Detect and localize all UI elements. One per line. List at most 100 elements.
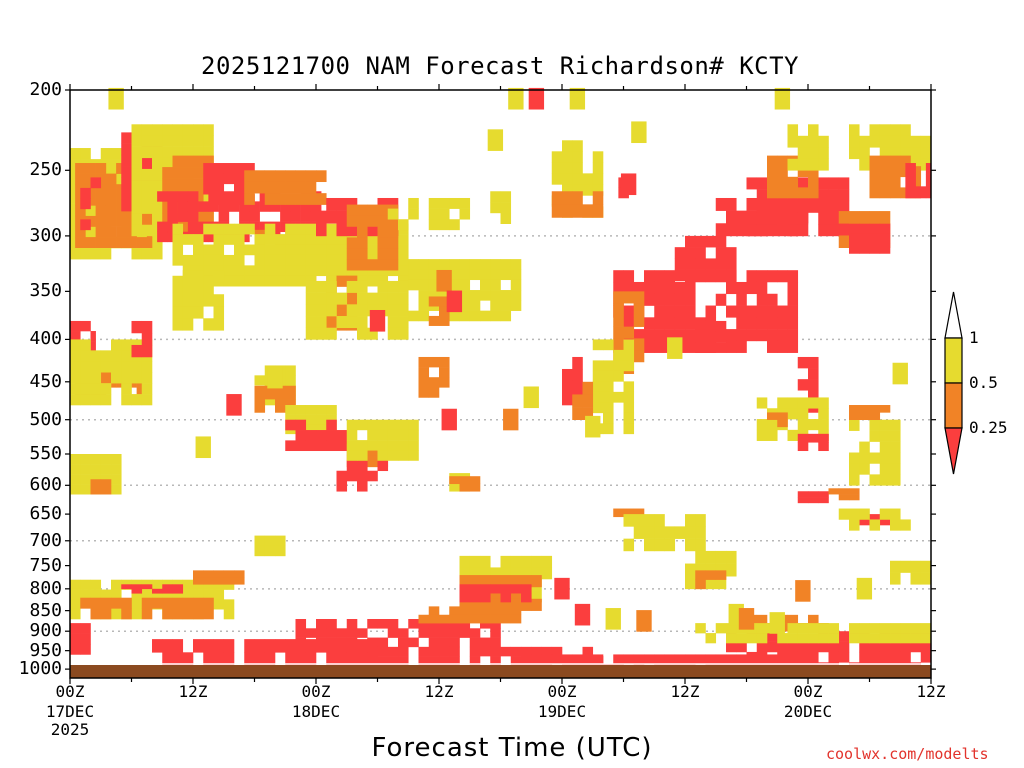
heatmap-cell — [582, 381, 594, 395]
heatmap-cell — [664, 293, 676, 306]
heatmap-cell — [377, 460, 389, 472]
heatmap-cell — [633, 654, 645, 665]
heatmap-cell — [387, 259, 399, 271]
heatmap-cell — [111, 609, 122, 620]
heatmap-cell — [715, 563, 727, 577]
heatmap-cell — [879, 155, 891, 167]
heatmap-cell — [377, 265, 389, 277]
heatmap-cell — [195, 436, 211, 459]
heatmap-cell — [623, 381, 635, 393]
heatmap-cell — [756, 281, 768, 295]
heatmap-cell — [808, 379, 819, 391]
heatmap-cell — [398, 219, 409, 231]
heatmap-cell — [828, 488, 840, 495]
heatmap-cell — [387, 292, 399, 305]
heatmap-cell — [295, 639, 307, 653]
heatmap-cell — [264, 181, 276, 194]
heatmap-cell — [849, 508, 860, 520]
heatmap-cell — [797, 187, 809, 199]
heatmap-cell — [90, 350, 102, 362]
heatmap-cell — [562, 140, 573, 152]
heatmap-cell — [187, 191, 199, 202]
heatmap-cell — [808, 176, 819, 188]
heatmap-cell — [736, 317, 747, 330]
heatmap-cell — [172, 589, 184, 600]
heatmap-cell — [777, 187, 788, 199]
heatmap-cell — [439, 208, 450, 220]
heatmap-cell — [879, 243, 891, 254]
heatmap-cell — [449, 606, 460, 616]
heatmap-cell — [234, 570, 245, 578]
heatmap-cell — [592, 402, 604, 414]
heatmap-cell — [849, 623, 860, 634]
heatmap-cell — [521, 654, 532, 665]
heatmap-cell — [726, 269, 737, 282]
heatmap-cell — [890, 166, 901, 178]
heatmap-cell — [562, 162, 573, 174]
heatmap-cell — [121, 143, 132, 156]
heatmap-cell — [500, 300, 512, 311]
heatmap-cell — [664, 538, 676, 552]
heatmap-cell — [80, 248, 91, 260]
heatmap-cell — [572, 380, 583, 394]
heatmap-cell — [367, 204, 378, 216]
heatmap-cell — [808, 135, 819, 148]
heatmap-cell — [285, 375, 296, 386]
heatmap-cell — [316, 430, 327, 441]
heatmap-cell — [387, 237, 399, 249]
heatmap-cell — [70, 320, 81, 332]
heatmap-cell — [357, 292, 368, 305]
heatmap-cell — [787, 176, 799, 188]
heatmap-cell — [408, 310, 419, 322]
heatmap-cell — [387, 197, 399, 211]
heatmap-cell — [818, 158, 829, 171]
heatmap-cell — [70, 609, 81, 620]
heatmap-cell — [459, 606, 471, 616]
heatmap-cell — [357, 215, 368, 227]
heatmap-cell — [715, 223, 727, 237]
heatmap-cell — [879, 463, 891, 475]
heatmap-cell — [674, 305, 686, 318]
heatmap-cell — [367, 639, 378, 653]
heatmap-cell — [726, 641, 737, 653]
heatmap-cell — [428, 656, 440, 666]
heatmap-cell — [869, 519, 881, 531]
heatmap-cell — [357, 304, 368, 317]
heatmap-cell — [316, 254, 327, 266]
heatmap-cell — [890, 474, 901, 486]
heatmap-cell — [797, 623, 809, 634]
heatmap-cell — [193, 167, 204, 179]
heatmap-cell — [777, 397, 788, 409]
heatmap-cell — [644, 270, 655, 283]
heatmap-cell — [100, 148, 112, 160]
heatmap-cell — [111, 339, 122, 351]
heatmap-cell — [592, 184, 604, 196]
heatmap-cell — [551, 173, 563, 185]
heatmap-cell — [613, 326, 624, 339]
heatmap-cell — [141, 202, 153, 214]
heatmap-cell — [387, 429, 399, 441]
heatmap-cell — [316, 244, 327, 256]
heatmap-cell — [469, 656, 481, 666]
heatmap-cell — [736, 223, 747, 237]
heatmap-cell — [510, 269, 522, 281]
heatmap-cell — [367, 440, 378, 451]
heatmap-cell — [459, 614, 471, 624]
heatmap-cell — [90, 383, 102, 395]
heatmap-cell — [398, 254, 409, 266]
heatmap-cell — [141, 589, 153, 600]
heatmap-cell — [90, 361, 102, 373]
heatmap-cell — [105, 215, 117, 227]
heatmap-cell — [105, 237, 117, 248]
x-tick-label: 00Z — [547, 682, 577, 701]
heatmap-cell — [685, 247, 696, 259]
heatmap-cell — [890, 124, 901, 137]
heatmap-cell — [736, 340, 747, 353]
heatmap-cell — [152, 579, 163, 590]
heatmap-cell — [562, 368, 573, 382]
heatmap-cell — [879, 419, 891, 431]
heatmap-cell — [203, 577, 214, 585]
heatmap-cell — [141, 154, 153, 167]
heatmap-cell — [879, 508, 891, 520]
heatmap-cell — [418, 279, 430, 291]
